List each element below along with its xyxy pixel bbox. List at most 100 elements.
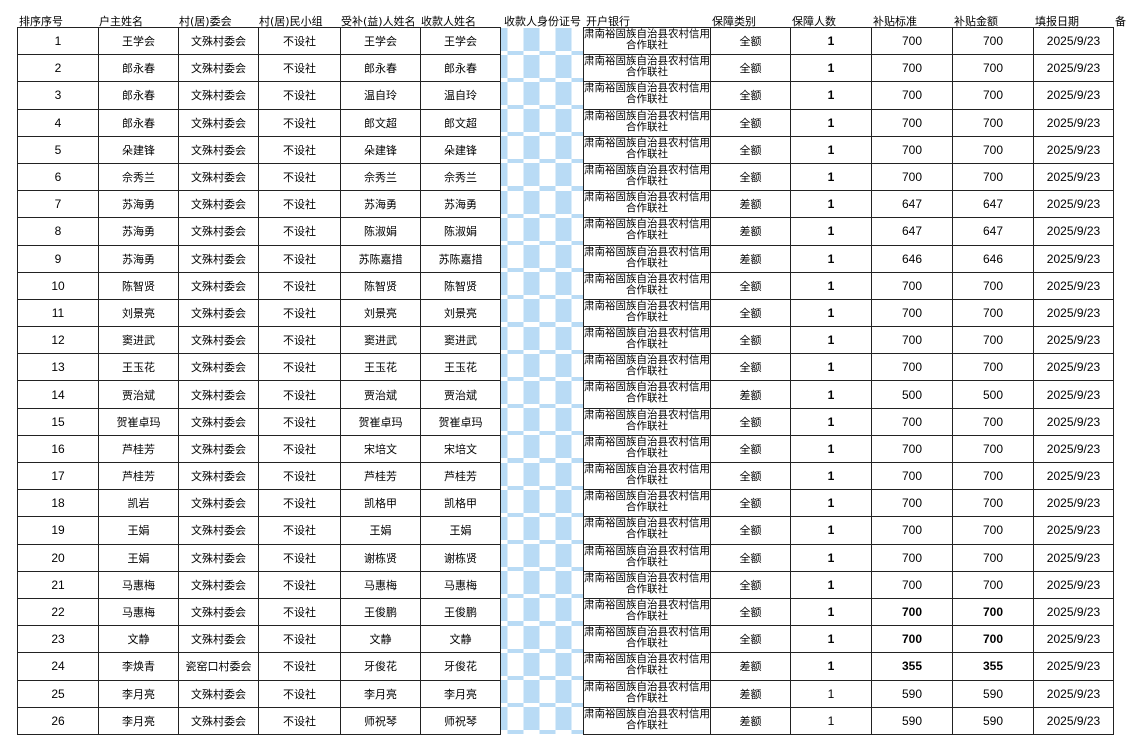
id-number-redacted [500,625,584,653]
beneficiary-name: 王玉花 [340,353,421,382]
payee-name: 温自玲 [420,81,501,110]
row-number: 3 [17,81,99,110]
table-row: 26 李月亮 文殊村委会 不设社 师祝琴 师祝琴 肃南裕固族自治县农村信用合作联社 差额 1 59… [17,706,1114,735]
household-head-name: 郎永春 [98,108,179,137]
payee-name: 郎永春 [420,54,501,83]
row-number: 11 [17,298,99,328]
subsidy-amount: 647 [952,190,1034,219]
household-head-name: 王娟 [98,543,179,572]
household-head-name: 芦桂芳 [98,434,179,464]
header-amount: 补贴金额 [954,15,998,28]
beneficiary-name: 陈智贤 [340,271,421,300]
household-head-name: 贾治斌 [98,380,179,409]
village-committee: 文殊村委会 [178,489,259,518]
villager-group: 不设社 [258,434,341,464]
row-number: 2 [17,54,99,83]
guarantee-count: 1 [790,26,872,56]
beneficiary-name: 文静 [340,625,421,654]
payee-name: 陈智贤 [420,271,501,300]
guarantee-type: 全额 [710,326,791,355]
report-date: 2025/9/23 [1033,489,1114,518]
household-head-name: 朵建锋 [98,135,179,164]
subsidy-standard: 700 [871,543,953,572]
subsidy-amount: 700 [952,108,1034,137]
table-row: 18 凯岩 文殊村委会 不设社 凯格甲 凯格甲 肃南裕固族自治县农村信用合作联社 全额 1 700… [17,489,1114,518]
report-date: 2025/9/23 [1033,217,1114,246]
column-headers: 排序序号 户主姓名 村(居)委会 村(居)民小组 受补(益)人姓名 收款人姓名 … [0,13,1128,28]
villager-group: 不设社 [258,54,341,83]
payee-name: 朵建锋 [420,135,501,164]
id-number-redacted [500,326,584,354]
guarantee-count: 1 [790,570,872,599]
village-committee: 文殊村委会 [178,135,259,164]
subsidy-amount: 590 [952,679,1034,708]
bank-name: 肃南裕固族自治县农村信用合作联社 [583,597,711,627]
subsidy-standard: 647 [871,217,953,246]
villager-group: 不设社 [258,162,341,192]
village-committee: 瓷窑口村委会 [178,652,259,681]
subsidy-amount: 700 [952,543,1034,572]
header-date: 填报日期 [1035,15,1079,28]
id-number-redacted [500,245,584,273]
guarantee-type: 全额 [710,407,791,436]
household-head-name: 佘秀兰 [98,162,179,192]
subsidy-amount: 700 [952,135,1034,164]
row-number: 8 [17,217,99,246]
bank-name: 肃南裕固族自治县农村信用合作联社 [583,135,711,164]
guarantee-type: 全额 [710,135,791,164]
guarantee-type: 差额 [710,706,791,735]
household-head-name: 王玉花 [98,353,179,382]
household-head-name: 凯岩 [98,489,179,518]
household-head-name: 苏海勇 [98,190,179,219]
guarantee-type: 差额 [710,244,791,273]
bank-name: 肃南裕固族自治县农村信用合作联社 [583,434,711,464]
subsidy-amount: 700 [952,516,1034,545]
subsidy-standard: 700 [871,326,953,355]
subsidy-standard: 700 [871,625,953,654]
household-head-name: 李焕青 [98,652,179,681]
subsidy-standard: 700 [871,135,953,164]
villager-group: 不设社 [258,516,341,545]
table-row: 7 苏海勇 文殊村委会 不设社 苏海勇 苏海勇 肃南裕固族自治县农村信用合作联社 差额 1 647… [17,190,1114,219]
beneficiary-name: 王俊鹏 [340,597,421,627]
guarantee-count: 1 [790,380,872,409]
table-row: 11 刘景亮 文殊村委会 不设社 刘景亮 刘景亮 肃南裕固族自治县农村信用合作联社 全额 1 70… [17,298,1114,328]
id-number-redacted [500,272,584,300]
village-committee: 文殊村委会 [178,625,259,654]
subsidy-amount: 355 [952,652,1034,681]
bank-name: 肃南裕固族自治县农村信用合作联社 [583,652,711,681]
villager-group: 不设社 [258,706,341,735]
beneficiary-name: 窦进武 [340,326,421,355]
guarantee-count: 1 [790,326,872,355]
guarantee-count: 1 [790,434,872,464]
bank-name: 肃南裕固族自治县农村信用合作联社 [583,679,711,708]
guarantee-type: 差额 [710,217,791,246]
guarantee-count: 1 [790,543,872,572]
beneficiary-name: 苏陈嘉措 [340,244,421,273]
village-committee: 文殊村委会 [178,706,259,735]
bank-name: 肃南裕固族自治县农村信用合作联社 [583,244,711,273]
guarantee-type: 差额 [710,652,791,681]
household-head-name: 李月亮 [98,679,179,708]
subsidy-standard: 590 [871,679,953,708]
guarantee-count: 1 [790,135,872,164]
subsidy-standard: 647 [871,190,953,219]
row-number: 5 [17,135,99,164]
id-number-redacted [500,489,584,517]
table-row: 16 芦桂芳 文殊村委会 不设社 宋培文 宋培文 肃南裕固族自治县农村信用合作联社 全额 1 70… [17,434,1114,464]
subsidy-standard: 646 [871,244,953,273]
payee-name: 佘秀兰 [420,162,501,192]
guarantee-count: 1 [790,162,872,192]
table-row: 6 佘秀兰 文殊村委会 不设社 佘秀兰 佘秀兰 肃南裕固族自治县农村信用合作联社 全额 1 700… [17,162,1114,192]
payee-name: 李月亮 [420,679,501,708]
guarantee-type: 全额 [710,489,791,518]
header-id-number: 收款人身份证号 [504,15,581,28]
report-date: 2025/9/23 [1033,298,1114,328]
village-committee: 文殊村委会 [178,461,259,491]
subsidy-amount: 700 [952,489,1034,518]
id-number-redacted [500,353,584,381]
payee-name: 刘景亮 [420,298,501,328]
household-head-name: 苏海勇 [98,244,179,273]
villager-group: 不设社 [258,652,341,681]
subsidy-amount: 700 [952,81,1034,110]
